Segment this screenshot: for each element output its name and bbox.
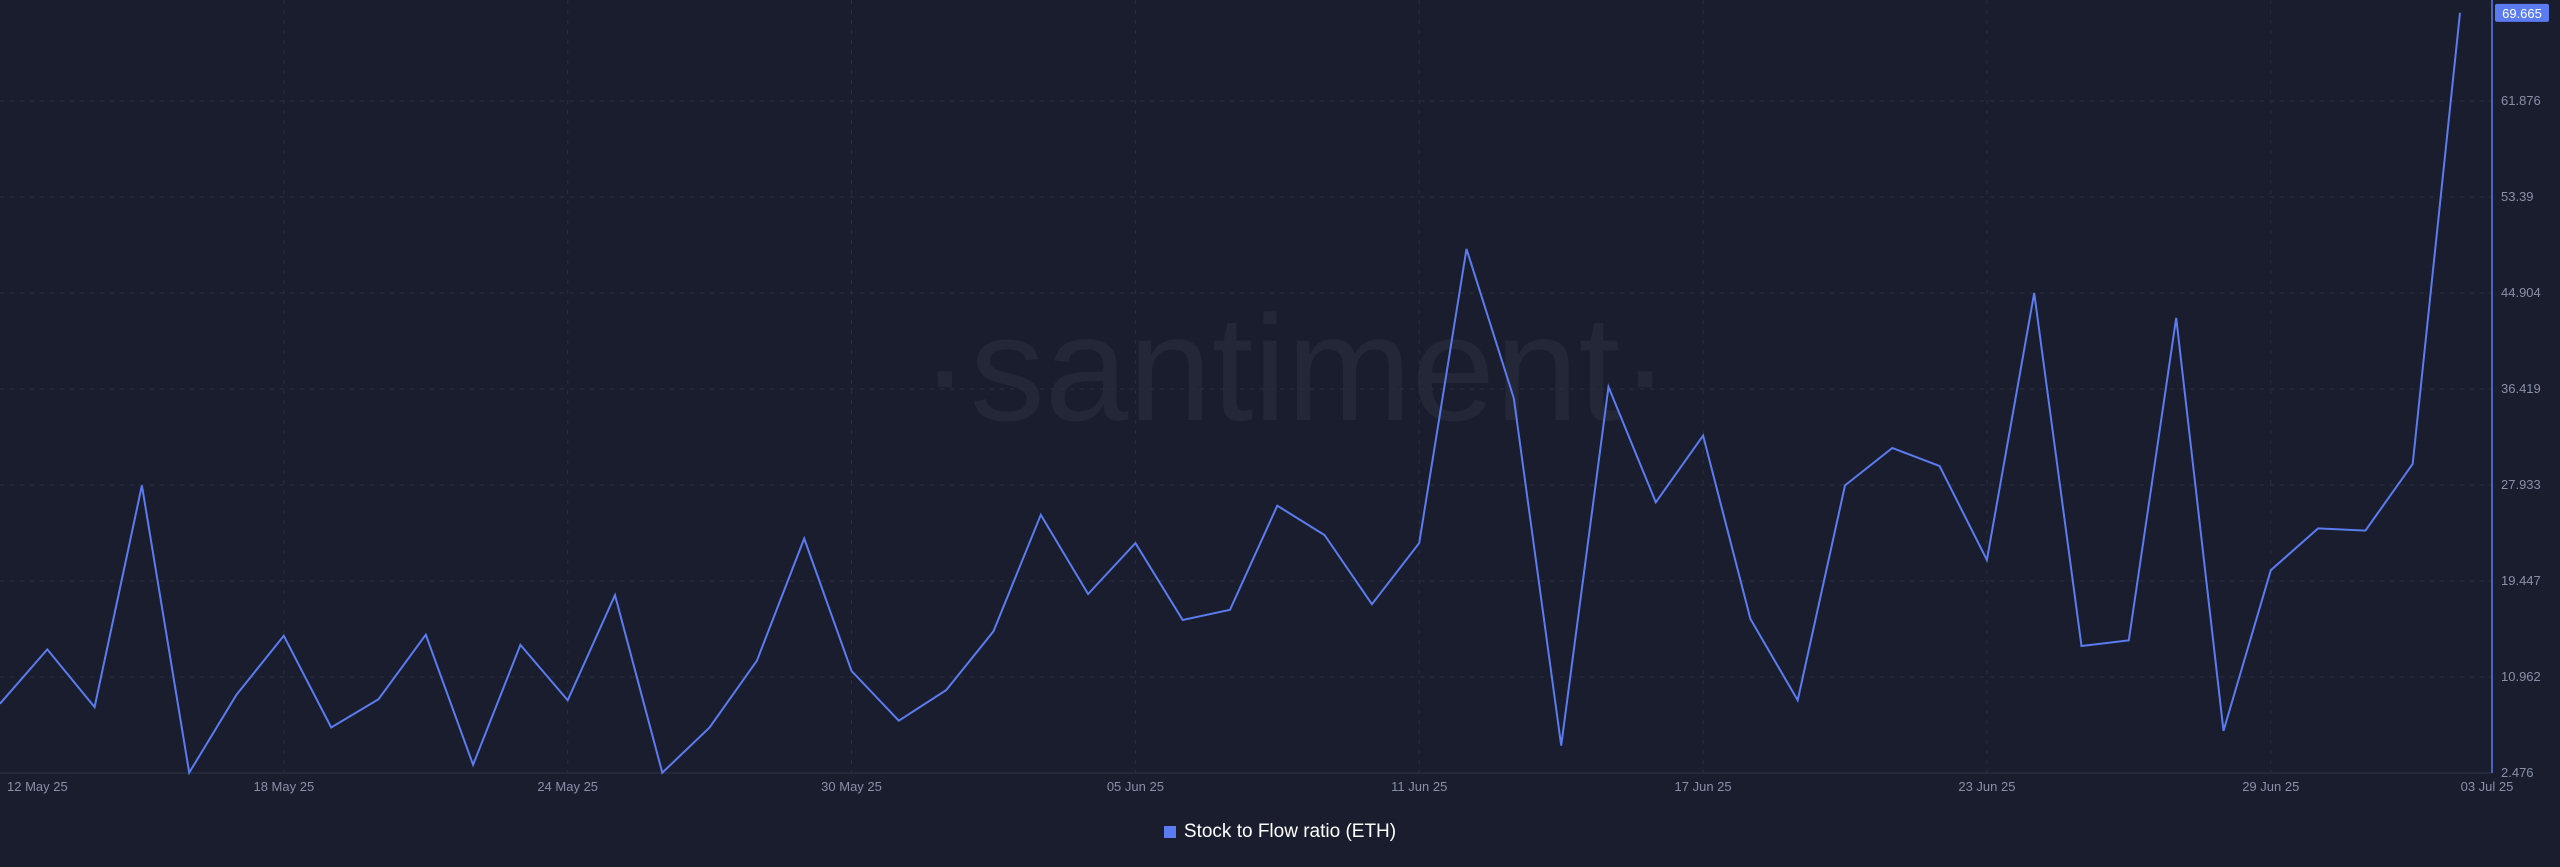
last-value-badge — [2495, 3, 2549, 22]
y-tick-label: 44.904 — [2501, 285, 2541, 300]
y-tick-label: 27.933 — [2501, 477, 2541, 492]
y-tick-label: 61.876 — [2501, 93, 2541, 108]
series-line-stock-to-flow — [0, 12, 2461, 776]
x-tick-label: 30 May 25 — [821, 779, 882, 794]
y-tick-label: 36.419 — [2501, 381, 2541, 396]
x-tick-label: 03 Jul 25 — [2461, 779, 2514, 794]
x-tick-label: 17 Jun 25 — [1675, 779, 1732, 794]
x-tick-label: 05 Jun 25 — [1107, 779, 1164, 794]
y-tick-label: 19.447 — [2501, 573, 2541, 588]
legend-label: Stock to Flow ratio (ETH) — [1183, 821, 1397, 842]
x-tick-label: 24 May 25 — [537, 779, 598, 794]
x-tick-label: 29 Jun 25 — [2242, 779, 2299, 794]
legend-swatch — [1163, 826, 1176, 838]
y-tick-label: 53.39 — [2501, 189, 2534, 204]
x-tick-label: 23 Jun 25 — [1958, 779, 2015, 794]
y-tick-label: 2.476 — [2501, 765, 2534, 780]
legend[interactable]: Stock to Flow ratio (ETH) — [0, 821, 2560, 843]
x-tick-label: 12 May 25 — [7, 779, 68, 794]
last-value-label: 69.665 — [2502, 6, 2542, 21]
x-tick-label: 18 May 25 — [253, 779, 314, 794]
y-tick-label: 10.962 — [2501, 669, 2541, 684]
x-tick-label: 11 Jun 25 — [1391, 779, 1447, 794]
watermark: ·santiment· — [920, 284, 1670, 452]
